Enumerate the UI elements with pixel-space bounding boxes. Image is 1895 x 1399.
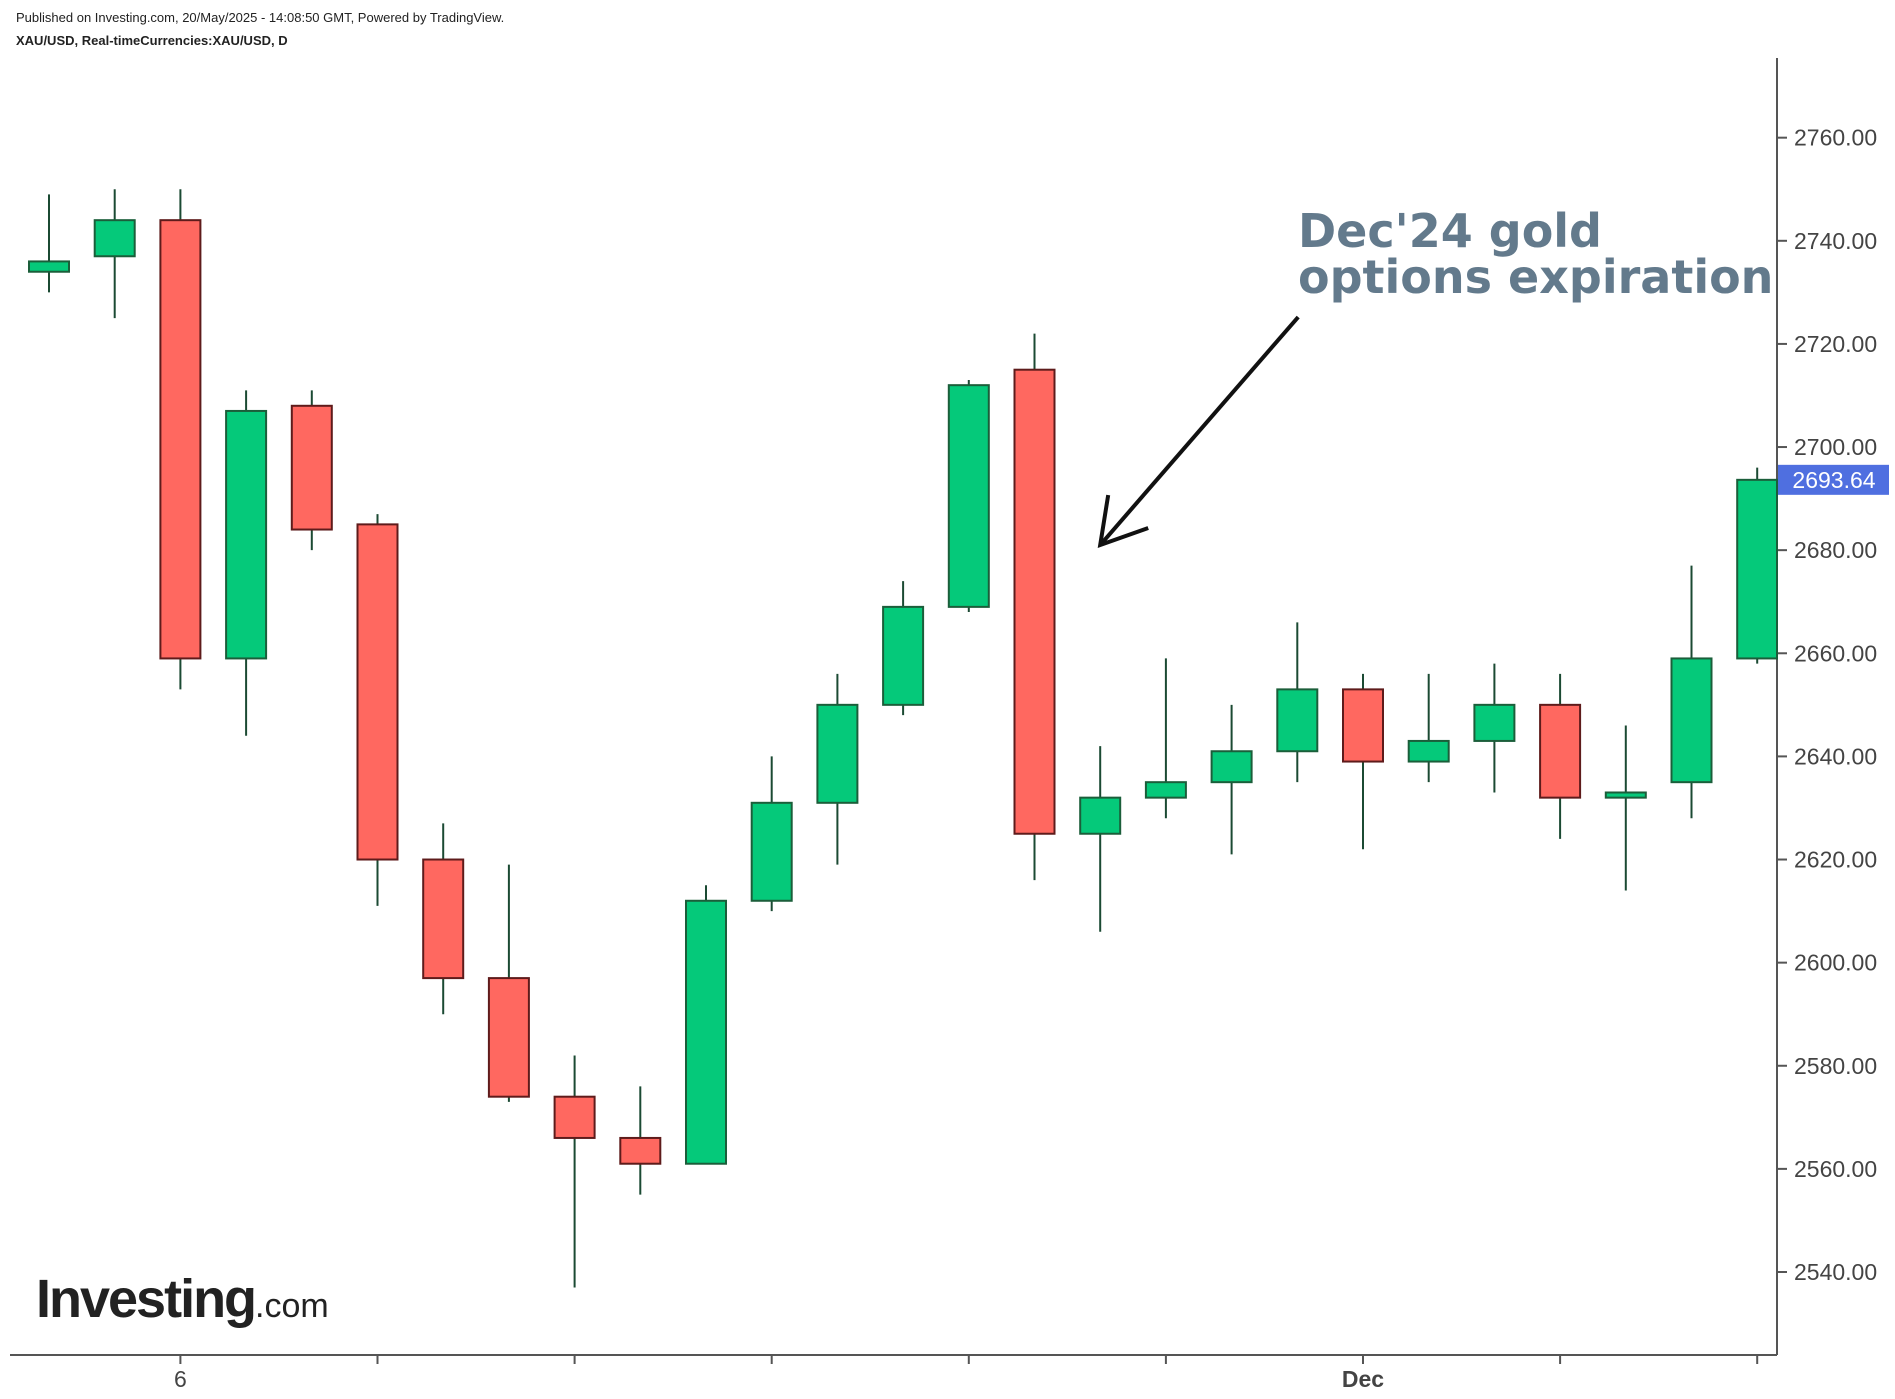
candle	[685, 885, 727, 1165]
candle	[1276, 622, 1319, 783]
candle-body	[1407, 739, 1450, 763]
candle-body	[750, 801, 793, 902]
annotation-text: Dec'24 gold options expiration	[1298, 208, 1773, 300]
candle-body	[1539, 703, 1582, 799]
candle-body	[947, 384, 990, 608]
symbol-caption: XAU/USD, Real-timeCurrencies:XAU/USD, D	[16, 33, 288, 48]
candle	[1144, 658, 1187, 819]
candle	[422, 823, 465, 1015]
y-tick-label: 2740.00	[1794, 228, 1877, 254]
candle-body	[1013, 368, 1056, 835]
annotation-line-1: Dec'24 gold	[1298, 204, 1602, 258]
candle-body	[816, 703, 859, 804]
candle-body	[1736, 478, 1778, 660]
candle	[1079, 746, 1122, 932]
logo-brand: Investing	[36, 1269, 257, 1329]
annotation-arrow	[1097, 315, 1300, 549]
candle-body	[28, 260, 70, 273]
last-price-label: 2693.64	[1778, 464, 1889, 495]
candles	[28, 189, 1778, 1288]
y-tick-label: 2560.00	[1794, 1156, 1877, 1182]
y-tick-label: 2760.00	[1794, 125, 1877, 151]
annotation-line-2: options expiration	[1298, 250, 1774, 304]
y-tick-label: 2700.00	[1794, 434, 1877, 460]
y-tick-label: 2720.00	[1794, 331, 1877, 357]
candle-body	[1342, 688, 1384, 763]
candle	[356, 514, 399, 906]
candle	[619, 1086, 662, 1195]
candle	[28, 194, 70, 293]
candle	[553, 1055, 596, 1288]
arrow-shaft	[1098, 315, 1300, 547]
candle-body	[1144, 781, 1187, 799]
y-tick-label: 2640.00	[1794, 743, 1877, 769]
candle	[159, 189, 202, 690]
candle-body	[225, 409, 268, 660]
candle	[1736, 467, 1778, 664]
candle	[1013, 333, 1056, 881]
candle-body	[1604, 791, 1647, 799]
candle	[1210, 704, 1253, 855]
candle	[750, 756, 793, 912]
x-tick-label: 6	[174, 1366, 187, 1392]
candle-body	[685, 899, 727, 1165]
candle-body	[619, 1136, 662, 1165]
y-tick-label: 2540.00	[1794, 1259, 1877, 1285]
candle	[225, 390, 268, 736]
axes: 2540.00 2560.00 2580.00 2600.00 2620.00 2640.…	[10, 58, 1877, 1392]
candle	[487, 864, 530, 1102]
y-tick-label: 2600.00	[1794, 950, 1877, 976]
candle-body	[1473, 703, 1516, 742]
candle-body	[1079, 796, 1122, 835]
y-tick-label: 2660.00	[1794, 640, 1877, 666]
candle	[93, 189, 136, 319]
candle	[1407, 673, 1450, 783]
candle-body	[1670, 657, 1713, 784]
investing-logo: Investing.com	[36, 1268, 329, 1330]
last-price-bg	[1778, 464, 1889, 495]
candle-body	[1276, 688, 1319, 753]
logo-suffix: .com	[255, 1287, 329, 1325]
y-tick-label: 2620.00	[1794, 847, 1877, 873]
candle-body	[159, 219, 202, 660]
candle-body	[882, 605, 925, 706]
candle-body	[93, 219, 136, 258]
candle-body	[553, 1095, 596, 1139]
candle	[816, 673, 859, 865]
last-price-text: 2693.64	[1792, 467, 1875, 493]
candle-body	[487, 977, 530, 1098]
y-tick-label: 2680.00	[1794, 537, 1877, 563]
candle	[882, 581, 925, 716]
candle-body	[290, 404, 333, 531]
candle	[947, 380, 990, 613]
candle	[290, 390, 333, 551]
candle-body	[1210, 750, 1253, 784]
y-tick-label: 2580.00	[1794, 1053, 1877, 1079]
arrow-head	[1097, 494, 1149, 549]
candle-body	[356, 523, 399, 861]
candle	[1342, 673, 1384, 850]
candle-body	[422, 858, 465, 980]
x-tick-label: Dec	[1342, 1366, 1384, 1392]
published-caption: Published on Investing.com, 20/May/2025 …	[16, 10, 505, 25]
candle	[1539, 673, 1582, 839]
candle	[1604, 725, 1647, 891]
candle	[1473, 663, 1516, 793]
candle	[1670, 565, 1713, 819]
